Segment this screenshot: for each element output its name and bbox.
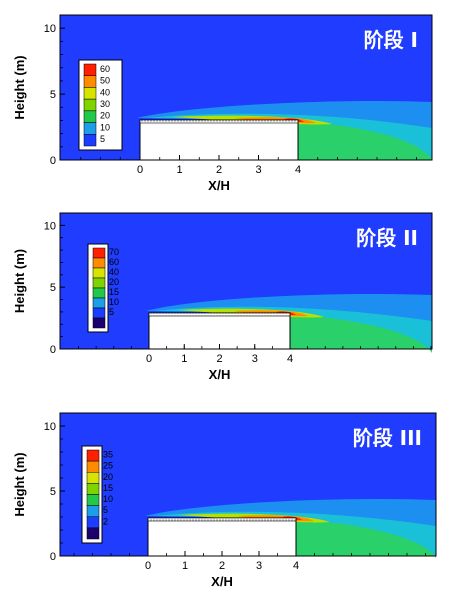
x-axis-label: X/H <box>211 574 233 589</box>
y-axis-label: Height (m) <box>12 452 27 516</box>
legend-label: 2 <box>103 516 108 526</box>
legend-label: 60 <box>109 257 119 267</box>
y-tick-label: 10 <box>44 220 56 232</box>
legend-swatch <box>83 63 97 76</box>
legend-swatch <box>86 449 100 462</box>
legend-swatch <box>86 527 100 540</box>
y-tick-label: 0 <box>50 551 56 563</box>
legend-label: 5 <box>100 134 105 144</box>
stage-title: 阶段 II <box>356 226 418 250</box>
legend-label: 40 <box>100 87 110 97</box>
legend-swatch <box>92 247 106 259</box>
legend-swatch <box>92 307 106 319</box>
legend-label: 15 <box>103 483 113 493</box>
x-axis-label: X/H <box>209 367 231 382</box>
legend-label: 5 <box>109 307 114 317</box>
obstacle-top-layer <box>148 312 291 317</box>
x-tick-label: 4 <box>293 560 299 572</box>
legend-label: 50 <box>100 76 110 86</box>
y-tick-label: 5 <box>50 486 56 498</box>
legend-label: 35 <box>103 450 113 460</box>
x-tick-label: 2 <box>216 164 222 176</box>
legend-swatch <box>92 317 106 329</box>
legend-swatch <box>83 110 97 123</box>
legend-swatch <box>86 516 100 529</box>
x-tick-label: 2 <box>216 353 222 365</box>
legend-label: 40 <box>109 267 119 277</box>
x-tick-label: 1 <box>181 353 187 365</box>
y-axis-label: Height (m) <box>12 249 27 313</box>
legend-label: 10 <box>103 494 113 504</box>
legend-label: 20 <box>103 472 113 482</box>
legend-swatch <box>83 75 97 88</box>
legend-swatch <box>86 460 100 473</box>
legend-swatch <box>83 87 97 100</box>
obstacle <box>148 312 291 350</box>
y-tick-label: 5 <box>50 89 56 101</box>
legend-swatch <box>92 267 106 279</box>
legend-label: 25 <box>103 461 113 471</box>
y-tick-label: 0 <box>50 155 56 167</box>
legend-label: 5 <box>103 505 108 515</box>
legend-label: 30 <box>100 99 110 109</box>
x-tick-label: 3 <box>256 560 262 572</box>
contour-band-green <box>290 315 432 353</box>
y-tick-label: 5 <box>50 282 56 294</box>
plot-frame <box>59 212 433 350</box>
legend-label: 10 <box>109 297 119 307</box>
stage-title: 阶段 I <box>364 28 418 52</box>
y-axis-label: Height (m) <box>12 55 27 119</box>
obstacle-top-layer <box>147 517 297 522</box>
y-tick-label: 10 <box>44 421 56 433</box>
contour-band-green <box>298 122 432 160</box>
plot-frame <box>59 412 437 557</box>
legend-swatch <box>92 277 106 289</box>
obstacle-top-layer <box>139 119 299 124</box>
x-tick-label: 0 <box>137 164 143 176</box>
plot-frame <box>59 14 433 161</box>
legend-label: 70 <box>109 247 119 257</box>
x-axis-label: X/H <box>208 178 230 193</box>
legend-label: 20 <box>100 111 110 121</box>
legend-swatch <box>92 287 106 299</box>
x-tick-label: 3 <box>252 353 258 365</box>
y-tick-label: 10 <box>44 23 56 35</box>
legend-swatch <box>83 122 97 135</box>
legend-swatch <box>86 494 100 506</box>
x-tick-label: 1 <box>182 560 188 572</box>
legend-swatch <box>86 505 100 517</box>
obstacle <box>147 517 297 557</box>
y-tick-label: 0 <box>50 344 56 356</box>
legend-swatch <box>86 472 100 484</box>
x-tick-label: 0 <box>146 353 152 365</box>
legend-label: 10 <box>100 122 110 132</box>
x-tick-label: 4 <box>295 164 301 176</box>
obstacle <box>139 119 299 161</box>
legend-swatch <box>92 297 106 309</box>
legend-label: 15 <box>109 287 119 297</box>
x-tick-label: 4 <box>287 353 293 365</box>
x-tick-label: 0 <box>145 560 151 572</box>
legend-label: 20 <box>109 277 119 287</box>
stage-title: 阶段 III <box>353 426 422 450</box>
legend-label: 60 <box>100 64 110 74</box>
x-tick-label: 3 <box>255 164 261 176</box>
legend-swatch <box>86 483 100 495</box>
legend-swatch <box>83 98 97 112</box>
legend-swatch <box>83 134 97 147</box>
contour-band-green <box>296 520 436 558</box>
x-tick-label: 2 <box>219 560 225 572</box>
x-tick-label: 1 <box>176 164 182 176</box>
legend-swatch <box>92 257 106 269</box>
